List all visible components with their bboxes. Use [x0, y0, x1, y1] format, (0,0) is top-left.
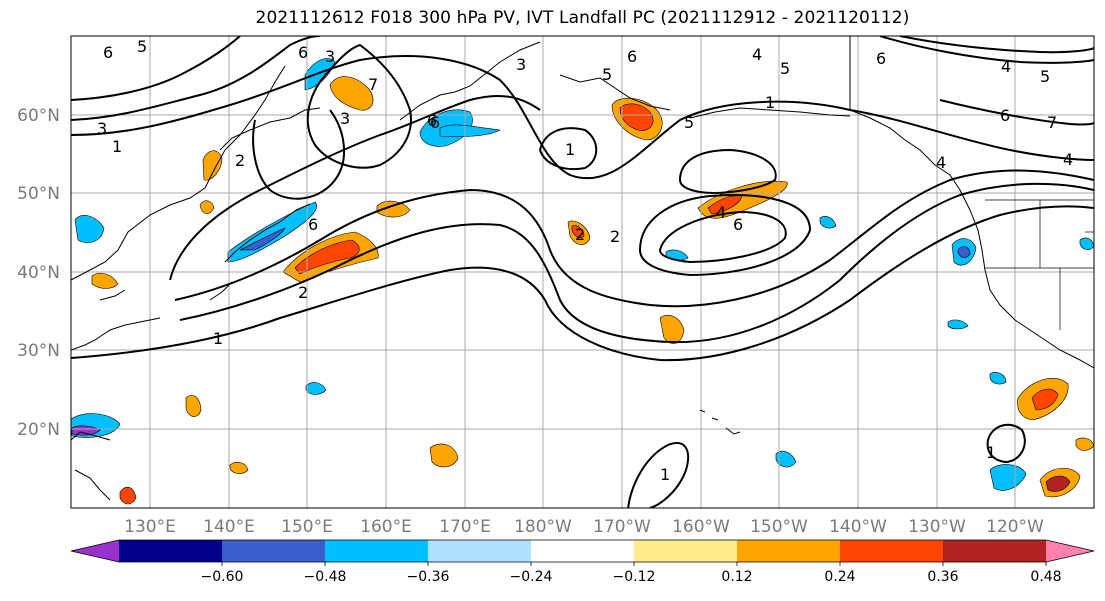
colorbar: −0.60 −0.48 −0.36 −0.24 −0.12 0.12 0.24 0.36 0.4…: [70, 539, 1095, 585]
contour-label: 1: [986, 443, 996, 462]
colorbar-tick-label: −0.60: [201, 569, 244, 585]
lon-label: 170°W: [593, 517, 651, 537]
lon-label: 150°W: [750, 517, 808, 537]
colorbar-segment: [325, 540, 429, 562]
lat-label-20n: 20°N: [17, 420, 60, 440]
lon-label: 120°W: [986, 517, 1044, 537]
contour-label: 1: [213, 329, 223, 348]
colorbar-tick-label: 0.12: [721, 569, 752, 585]
contour-label: 6: [427, 111, 437, 130]
contour-label: 7: [1047, 113, 1057, 132]
contour-label: 2: [575, 225, 585, 244]
contour-label: 5: [602, 65, 612, 84]
colorbar-segment: [119, 540, 223, 562]
colorbar-segment: [737, 540, 841, 562]
colorbar-tick-label: 0.24: [824, 569, 855, 585]
colorbar-tick-label: −0.24: [510, 569, 553, 585]
lon-label: 150°E: [281, 517, 333, 537]
lat-label-60n: 60°N: [17, 106, 60, 126]
lon-label: 160°W: [672, 517, 730, 537]
contour-label: 2: [610, 227, 620, 246]
colorbar-extend-high: [1046, 540, 1094, 562]
colorbar-segment: [222, 540, 326, 562]
contour-label: 4: [752, 45, 762, 64]
lon-label: 140°E: [203, 517, 255, 537]
contour-label: 1: [765, 93, 775, 112]
colorbar-extend-low: [71, 540, 119, 562]
lon-label: 160°E: [360, 517, 412, 537]
lat-label-30n: 30°N: [17, 341, 60, 361]
contour-label: 6: [298, 43, 308, 62]
contour-label: 1: [660, 465, 670, 484]
contour-label: 6: [1000, 106, 1010, 125]
contour-label: 3: [340, 109, 350, 128]
contour-label: 6: [430, 113, 440, 132]
contour-label: 2: [235, 151, 245, 170]
colorbar-segment: [840, 540, 944, 562]
latitude-labels: 60°N 50°N 40°N 30°N 20°N: [17, 106, 60, 440]
contour-label: 7: [368, 75, 378, 94]
colorbar-tick-label: 0.48: [1030, 569, 1061, 585]
lon-label: 130°E: [124, 517, 176, 537]
longitude-labels: 130°E 140°E 150°E 160°E 170°E 180°W 170°…: [124, 517, 1044, 537]
contour-label: 3: [325, 47, 335, 66]
pv-contours: [71, 36, 1094, 508]
map-title: 2021112612 F018 300 hPa PV, IVT Landfall…: [255, 8, 910, 28]
contour-label: 4: [716, 203, 726, 222]
lat-label-50n: 50°N: [17, 184, 60, 204]
colorbar-tick-label: −0.36: [407, 569, 450, 585]
colorbar-segment: [634, 540, 738, 562]
plot-frame: [70, 35, 1095, 509]
contour-label: 2: [298, 283, 308, 302]
contour-label: 5: [1040, 67, 1050, 86]
lon-label: 180°W: [514, 517, 572, 537]
contour-label: 3: [97, 119, 107, 138]
contour-label: 4: [936, 153, 946, 172]
colorbar-segment: [531, 540, 635, 562]
contour-label: 5: [684, 113, 694, 132]
colorbar-tick-label: −0.48: [304, 569, 347, 585]
colorbar-segment: [943, 540, 1047, 562]
contour-label: 1: [565, 140, 575, 159]
contour-label-group: 6 5 6 3 2 1 7 6 3 6 5 4 5 6 4 5 4 7 6 4 …: [97, 37, 1073, 484]
colorbar-tick-label: 0.36: [927, 569, 958, 585]
contour-label: 6: [308, 215, 318, 234]
lon-label: 130°W: [908, 517, 966, 537]
contour-label: 3: [516, 55, 526, 74]
colorbar-segment: [428, 540, 532, 562]
coastlines: [71, 36, 1094, 501]
contour-label: 6: [876, 49, 886, 68]
lon-label: 170°E: [439, 517, 491, 537]
lat-label-40n: 40°N: [17, 263, 60, 283]
contour-label: 5: [780, 59, 790, 78]
contour-label: 6: [627, 47, 637, 66]
contour-label: 4: [1063, 150, 1073, 169]
colorbar-tick-label: −0.12: [613, 569, 656, 585]
contour-label: 4: [1001, 57, 1011, 76]
contour-label: 1: [112, 137, 122, 156]
lon-label: 140°W: [829, 517, 887, 537]
contour-label: 6: [103, 43, 113, 62]
contour-label: 6: [733, 215, 743, 234]
contour-label: 5: [137, 37, 147, 56]
